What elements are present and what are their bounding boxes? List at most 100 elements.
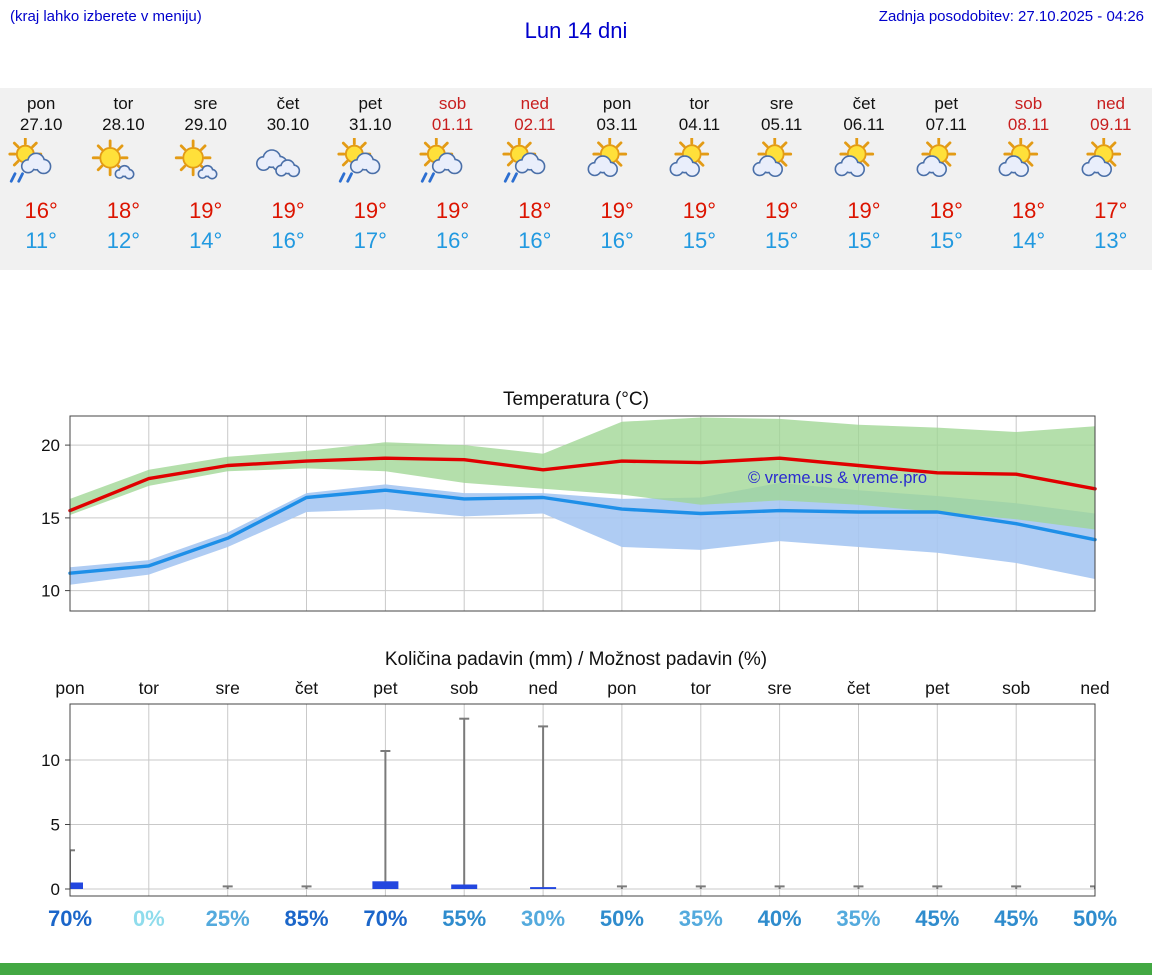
high-temp: 18° (1011, 198, 1046, 223)
low-temp: 12° (106, 228, 141, 253)
temp-y-axis-label: 20 (41, 436, 60, 455)
precip-day-label: sob (1002, 678, 1030, 698)
precip-probability: 50% (599, 906, 644, 931)
low-temp: 16° (435, 228, 470, 253)
high-temp: 19° (353, 198, 387, 223)
rain-drops (503, 172, 518, 183)
high-temp: 18° (929, 198, 963, 223)
precip-y-axis-label: 10 (41, 751, 60, 770)
weather-icon-mostly-sunny (82, 138, 164, 190)
precip-probability: 70% (47, 906, 93, 931)
weather-icon-partly-cloudy (823, 138, 905, 190)
precip-max-line (1090, 885, 1095, 889)
day-date: 30.10 (266, 115, 310, 134)
high-temp: 19° (682, 198, 717, 223)
forecast-day-08.11: sob 08.11 18° 14° (987, 88, 1069, 270)
high-temp: 19° (847, 198, 881, 223)
weather-icon-partly-cloudy (576, 138, 658, 190)
forecast-day-02.11: ned 02.11 18° 16° (494, 88, 576, 270)
precip-bar (372, 881, 399, 889)
forecast-day-27.10: pon 27.10 16° 11° (0, 88, 82, 270)
weather-icon-shower (494, 138, 576, 190)
precip-probability: 85% (284, 906, 329, 931)
precip-probability: 25% (205, 906, 250, 931)
low-temp: 17° (353, 228, 387, 253)
day-name: ned (520, 94, 550, 113)
precip-day-label: pet (925, 678, 949, 698)
day-name: sob (1014, 94, 1043, 113)
precip-max-line (853, 885, 864, 889)
precip-max-line (774, 885, 785, 889)
day-date: 05.11 (761, 115, 803, 134)
min-temp-range-area (70, 482, 1095, 585)
precip-day-label: sob (450, 678, 478, 698)
forecast-day-28.10: tor 28.10 18° 12° (82, 88, 164, 270)
day-name: tor (113, 94, 134, 113)
precip-probability: 45% (994, 906, 1039, 931)
day-date: 04.11 (678, 115, 721, 134)
rain-drops (338, 172, 354, 183)
high-temp: 19° (765, 198, 799, 223)
watermark-link[interactable]: © vreme.us & vreme.pro (748, 469, 927, 487)
rain-drops (9, 172, 24, 183)
precip-probability: 35% (836, 906, 881, 931)
precip-day-label: sre (216, 678, 240, 698)
forecast-band: pon 27.10 16° 11° tor 28.10 18° 12° sre 29.10 19° 1… (0, 88, 1152, 270)
precip-max-line (1011, 885, 1022, 889)
precipitation-chart: pon tor sre čet pet sob ned pon tor sre čet pet sob n… (41, 678, 1110, 899)
day-date: 28.10 (102, 115, 145, 134)
min-temp-line (68, 488, 1097, 575)
forecast-day-07.11: pet 07.11 18° 15° (905, 88, 987, 270)
day-name: pet (358, 94, 383, 113)
forecast-day-04.11: tor 04.11 19° 15° (658, 88, 740, 270)
day-name: sob (438, 94, 467, 113)
day-name: čet (276, 94, 300, 113)
day-date: 03.11 (596, 115, 638, 134)
sun-rays (174, 139, 211, 177)
sun-disc (181, 147, 204, 169)
forecast-day-09.11: ned 09.11 17° 13° (1070, 88, 1152, 270)
forecast-day-01.11: sob 01.11 19° 16° (411, 88, 493, 270)
day-date: 06.11 (843, 115, 885, 134)
day-date: 27.10 (19, 115, 63, 134)
weather-icon-mostly-sunny (165, 138, 247, 190)
day-name: sre (769, 94, 794, 113)
weather-icon-partly-cloudy (741, 138, 823, 190)
cloud (1081, 155, 1112, 178)
day-date: 31.10 (348, 115, 392, 134)
precip-probability-row: 70% 0% 25% 85% 70% 55% 30% 50% 35% 40% 35% 45% 45% 50… (0, 902, 1152, 942)
low-temp: 14° (1011, 228, 1046, 253)
cloud (197, 164, 218, 180)
precip-day-label: čet (847, 678, 870, 698)
day-name: pon (26, 94, 56, 113)
weather-icon-partly-cloudy (905, 138, 987, 190)
day-date: 08.11 (1007, 115, 1050, 134)
cloud (669, 155, 701, 178)
precip-day-label: ned (1080, 678, 1109, 698)
temperature-chart-title: Temperatura (°C) (503, 389, 649, 410)
precip-bar (451, 884, 478, 889)
day-name: pet (934, 94, 959, 113)
forecast-day-06.11: čet 06.11 19° 15° (823, 88, 905, 270)
forecast-day-03.11: pon 03.11 19° 16° (576, 88, 658, 270)
high-temp: 19° (189, 198, 223, 223)
weather-icon-partly-cloudy (658, 138, 740, 190)
forecast-day-31.10: pet 31.10 19° 17° (329, 88, 411, 270)
cloud (998, 155, 1030, 178)
cloud (20, 152, 52, 175)
day-date: 29.10 (184, 115, 227, 134)
cloud (432, 152, 463, 175)
precip-max-line (538, 725, 549, 889)
forecast-day-30.10: čet 30.10 19° 16° (247, 88, 329, 270)
cloud (752, 155, 783, 178)
temperature-chart: 10 15 20 © vreme.us & vreme.pro (41, 415, 1097, 612)
precip-y-axis-label: 5 (51, 816, 60, 835)
low-temp: 15° (765, 228, 799, 253)
precip-probability: 0% (132, 906, 165, 931)
precip-max-line (70, 849, 75, 889)
page-header: (kraj lahko izberete v meniju) Lun 14 dn… (0, 0, 1152, 88)
cloud (916, 155, 948, 178)
page-title: Lun 14 dni (524, 18, 628, 43)
precip-probability: 40% (757, 906, 802, 931)
low-temp: 16° (600, 228, 634, 253)
